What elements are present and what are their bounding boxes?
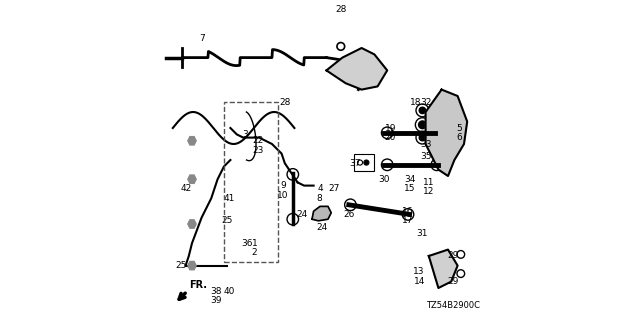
Circle shape [419,121,426,129]
Circle shape [419,107,426,114]
Text: 38: 38 [211,287,221,296]
Text: TZ54B2900C: TZ54B2900C [426,301,479,310]
Text: 18: 18 [410,98,422,107]
Text: 33: 33 [420,140,431,148]
Text: 24: 24 [296,210,307,219]
Text: 31: 31 [417,229,428,238]
Text: 1: 1 [252,239,257,248]
Text: 39: 39 [211,296,221,305]
Text: 40: 40 [223,287,234,296]
Text: 6: 6 [456,133,462,142]
Text: 34: 34 [404,175,415,184]
Text: 19: 19 [385,124,396,132]
Text: 29: 29 [447,277,458,286]
Text: 9: 9 [280,181,286,190]
Polygon shape [188,220,196,228]
Text: 32: 32 [420,98,431,107]
Text: 35: 35 [420,152,431,161]
Text: 17: 17 [403,216,413,225]
Text: FR.: FR. [189,280,207,290]
Bar [224,102,278,262]
Circle shape [419,134,426,141]
Circle shape [364,160,369,165]
Text: 23: 23 [252,146,263,155]
Text: 29: 29 [447,252,458,260]
Text: 41: 41 [223,194,234,203]
Polygon shape [188,261,196,270]
Text: 24: 24 [316,223,327,232]
Text: 7: 7 [199,34,204,43]
Polygon shape [188,137,196,145]
Text: 5: 5 [456,124,462,132]
Text: 25: 25 [221,216,232,225]
Text: 13: 13 [413,268,425,276]
Text: 26: 26 [343,210,355,219]
Bar [354,154,374,171]
Text: 27: 27 [329,184,340,193]
Text: 42: 42 [181,184,192,193]
Text: 16: 16 [403,207,413,216]
Text: 20: 20 [385,133,396,142]
Text: 22: 22 [252,136,263,145]
Text: 28: 28 [335,5,346,14]
Text: 28: 28 [279,98,291,107]
Text: 11: 11 [423,178,435,187]
Text: 14: 14 [413,277,425,286]
Text: 25: 25 [175,261,186,270]
Text: 2: 2 [252,248,257,257]
Text: 4: 4 [317,184,323,193]
Text: 3: 3 [242,130,248,139]
Text: 37: 37 [349,159,361,168]
Polygon shape [312,206,332,221]
Polygon shape [188,175,196,183]
Text: 8: 8 [316,194,322,203]
Text: 36: 36 [242,239,253,248]
Text: 30: 30 [378,175,390,184]
Polygon shape [429,250,458,288]
Text: 12: 12 [423,188,435,196]
Text: 15: 15 [404,184,415,193]
Polygon shape [326,48,387,90]
Polygon shape [426,90,467,176]
Text: 10: 10 [278,191,289,200]
